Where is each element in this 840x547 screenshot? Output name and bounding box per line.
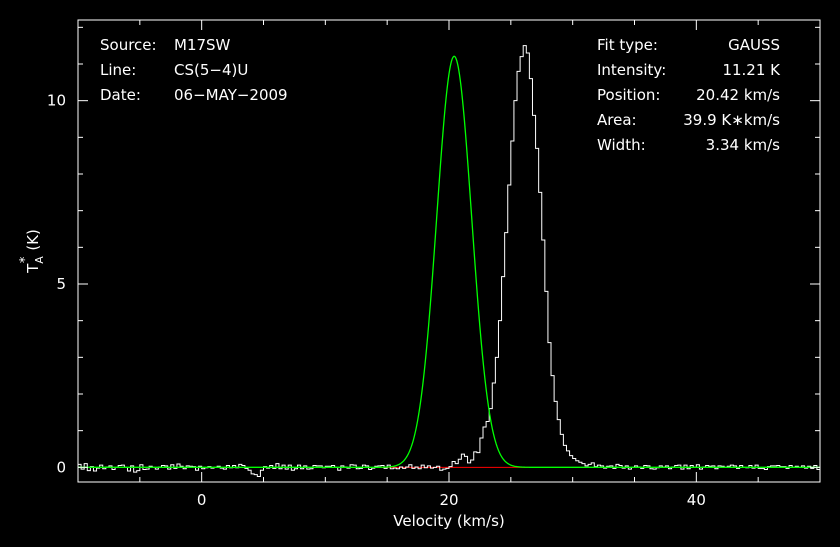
plot-inner [78,45,820,477]
info-right-value: 39.9 K∗km/s [683,111,780,129]
info-right-value: 20.42 km/s [696,86,780,104]
y-label-unit: (K) [24,229,42,251]
info-left-key: Source: [100,36,157,54]
info-left-value: M17SW [174,36,231,54]
x-tick-label: 40 [687,491,706,509]
info-left-key: Line: [100,61,136,79]
gaussian-fit-line [78,55,820,468]
plot-area [78,45,820,477]
y-tick-label: 10 [47,92,66,110]
info-right-value: 3.34 km/s [706,136,781,154]
y-label-base: T [24,263,42,274]
x-tick-label: 20 [439,491,458,509]
info-right-value: 11.21 K [722,61,781,79]
info-right-key: Position: [597,86,660,104]
y-label-sub: A [33,256,46,264]
y-tick-label: 5 [56,275,66,293]
info-right-key: Fit type: [597,36,658,54]
info-right-key: Intensity: [597,61,666,79]
x-tick-label: 0 [197,491,207,509]
y-label-sup: * [18,256,33,263]
x-axis-label: Velocity (km/s) [393,512,504,530]
y-axis-label: TA* (K) [18,229,46,274]
info-panel: Source: M17SW Line: CS(5−4)U Date: 06−MAY−200… [100,36,781,154]
info-right-key: Width: [597,136,646,154]
info-right-key: Area: [597,111,637,129]
spectrum-histogram [78,45,820,477]
axes: 0 20 40 0 5 10 Velocity (km/s) TA* (K) [18,19,821,530]
info-right-value: GAUSS [728,36,780,54]
info-left-value: CS(5−4)U [174,61,248,79]
info-left-value: 06−MAY−2009 [174,86,288,104]
info-left-key: Date: [100,86,141,104]
y-tick-label: 0 [56,458,66,476]
y-axis-label-text: TA* (K) [18,229,46,274]
